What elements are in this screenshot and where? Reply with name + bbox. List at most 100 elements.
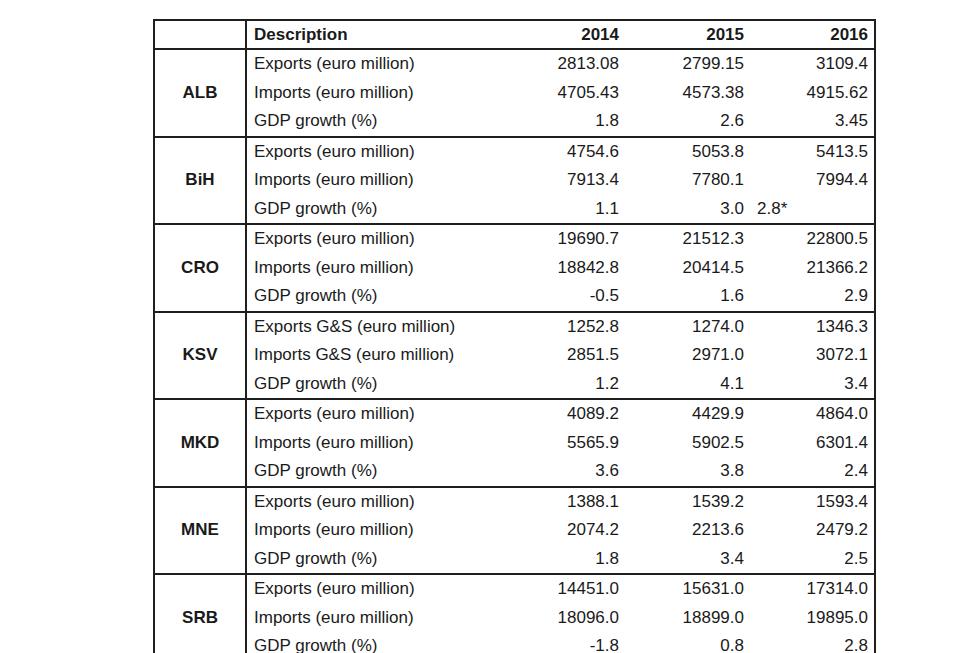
value-cell: 1.6 [625, 282, 750, 312]
value-cell: 2.8* [750, 195, 875, 225]
value-cell: 2074.2 [500, 516, 625, 545]
value-cell: 18842.8 [500, 254, 625, 283]
value-cell: 1.8 [500, 107, 625, 137]
description-cell: Imports (euro million) [246, 254, 500, 283]
value-cell: 1388.1 [500, 487, 625, 517]
value-cell: 1.2 [500, 370, 625, 400]
value-cell: 2851.5 [500, 341, 625, 370]
table-row: GDP growth (%)1.24.13.4 [154, 370, 875, 400]
value-cell: 19690.7 [500, 224, 625, 254]
value-cell: 6301.4 [750, 429, 875, 458]
value-cell: 19895.0 [750, 604, 875, 633]
country-code-cell: ALB [154, 49, 246, 137]
description-cell: GDP growth (%) [246, 632, 500, 653]
value-cell: 2.4 [750, 457, 875, 487]
value-cell: 7780.1 [625, 166, 750, 195]
value-cell: 3.6 [500, 457, 625, 487]
table-row: GDP growth (%)3.63.82.4 [154, 457, 875, 487]
description-cell: Imports (euro million) [246, 429, 500, 458]
value-cell: 1.1 [500, 195, 625, 225]
value-cell: 1252.8 [500, 312, 625, 342]
description-cell: GDP growth (%) [246, 545, 500, 575]
value-cell: 7994.4 [750, 166, 875, 195]
header-row: Description 2014 2015 2016 [154, 20, 875, 49]
description-cell: Exports (euro million) [246, 574, 500, 604]
value-cell: 5413.5 [750, 137, 875, 167]
table-row: Imports (euro million)4705.434573.384915… [154, 79, 875, 108]
table-row: MNEExports (euro million)1388.11539.2159… [154, 487, 875, 517]
description-cell: Exports (euro million) [246, 49, 500, 79]
value-cell: -1.8 [500, 632, 625, 653]
table-row: Imports G&S (euro million)2851.52971.030… [154, 341, 875, 370]
value-cell: 14451.0 [500, 574, 625, 604]
description-cell: Exports (euro million) [246, 137, 500, 167]
table-row: BiHExports (euro million)4754.65053.8541… [154, 137, 875, 167]
value-cell: 1346.3 [750, 312, 875, 342]
value-cell: 3109.4 [750, 49, 875, 79]
value-cell: 7913.4 [500, 166, 625, 195]
value-cell: 2799.15 [625, 49, 750, 79]
table-row: CROExports (euro million)19690.721512.32… [154, 224, 875, 254]
value-cell: 4089.2 [500, 399, 625, 429]
value-cell: 4864.0 [750, 399, 875, 429]
value-cell: 3.8 [625, 457, 750, 487]
country-code-cell: SRB [154, 574, 246, 653]
country-code-cell: CRO [154, 224, 246, 312]
table-row: GDP growth (%)1.13.02.8* [154, 195, 875, 225]
economic-indicators-table: Description 2014 2015 2016 ALBExports (e… [153, 19, 876, 653]
description-cell: Imports (euro million) [246, 166, 500, 195]
description-column-header: Description [246, 20, 500, 49]
description-cell: GDP growth (%) [246, 370, 500, 400]
value-cell: 2.9 [750, 282, 875, 312]
value-cell: 1.8 [500, 545, 625, 575]
value-cell: 4.1 [625, 370, 750, 400]
value-cell: 1593.4 [750, 487, 875, 517]
value-cell: 3.45 [750, 107, 875, 137]
table-row: KSVExports G&S (euro million)1252.81274.… [154, 312, 875, 342]
value-cell: 4705.43 [500, 79, 625, 108]
value-cell: 2213.6 [625, 516, 750, 545]
description-cell: GDP growth (%) [246, 282, 500, 312]
value-cell: 3.0 [625, 195, 750, 225]
value-cell: 2479.2 [750, 516, 875, 545]
value-cell: 2.5 [750, 545, 875, 575]
value-cell: 3.4 [625, 545, 750, 575]
value-cell: 4573.38 [625, 79, 750, 108]
table-row: Imports (euro million)18096.018899.01989… [154, 604, 875, 633]
description-cell: Imports (euro million) [246, 516, 500, 545]
value-cell: 18899.0 [625, 604, 750, 633]
value-cell: 5902.5 [625, 429, 750, 458]
description-cell: GDP growth (%) [246, 107, 500, 137]
value-cell: 1539.2 [625, 487, 750, 517]
table-row: MKDExports (euro million)4089.24429.9486… [154, 399, 875, 429]
description-cell: Exports G&S (euro million) [246, 312, 500, 342]
value-cell: 15631.0 [625, 574, 750, 604]
value-cell: 4754.6 [500, 137, 625, 167]
description-cell: Imports (euro million) [246, 604, 500, 633]
description-cell: Imports (euro million) [246, 79, 500, 108]
country-code-cell: BiH [154, 137, 246, 225]
table-row: Imports (euro million)5565.95902.56301.4 [154, 429, 875, 458]
description-cell: GDP growth (%) [246, 195, 500, 225]
value-cell: 21512.3 [625, 224, 750, 254]
table-row: ALBExports (euro million)2813.082799.153… [154, 49, 875, 79]
value-cell: 3.4 [750, 370, 875, 400]
value-cell: 5565.9 [500, 429, 625, 458]
description-cell: Imports G&S (euro million) [246, 341, 500, 370]
value-cell: 18096.0 [500, 604, 625, 633]
value-cell: 20414.5 [625, 254, 750, 283]
value-cell: 21366.2 [750, 254, 875, 283]
value-cell: 22800.5 [750, 224, 875, 254]
description-cell: Exports (euro million) [246, 399, 500, 429]
value-cell: 17314.0 [750, 574, 875, 604]
value-cell: 4429.9 [625, 399, 750, 429]
country-code-cell: MKD [154, 399, 246, 487]
value-cell: 2.8 [750, 632, 875, 653]
year-column-header-2015: 2015 [625, 20, 750, 49]
description-cell: Exports (euro million) [246, 224, 500, 254]
value-cell: 2813.08 [500, 49, 625, 79]
year-column-header-2016: 2016 [750, 20, 875, 49]
table-row: GDP growth (%)-1.80.82.8 [154, 632, 875, 653]
country-code-cell: KSV [154, 312, 246, 400]
table-row: GDP growth (%)1.82.63.45 [154, 107, 875, 137]
